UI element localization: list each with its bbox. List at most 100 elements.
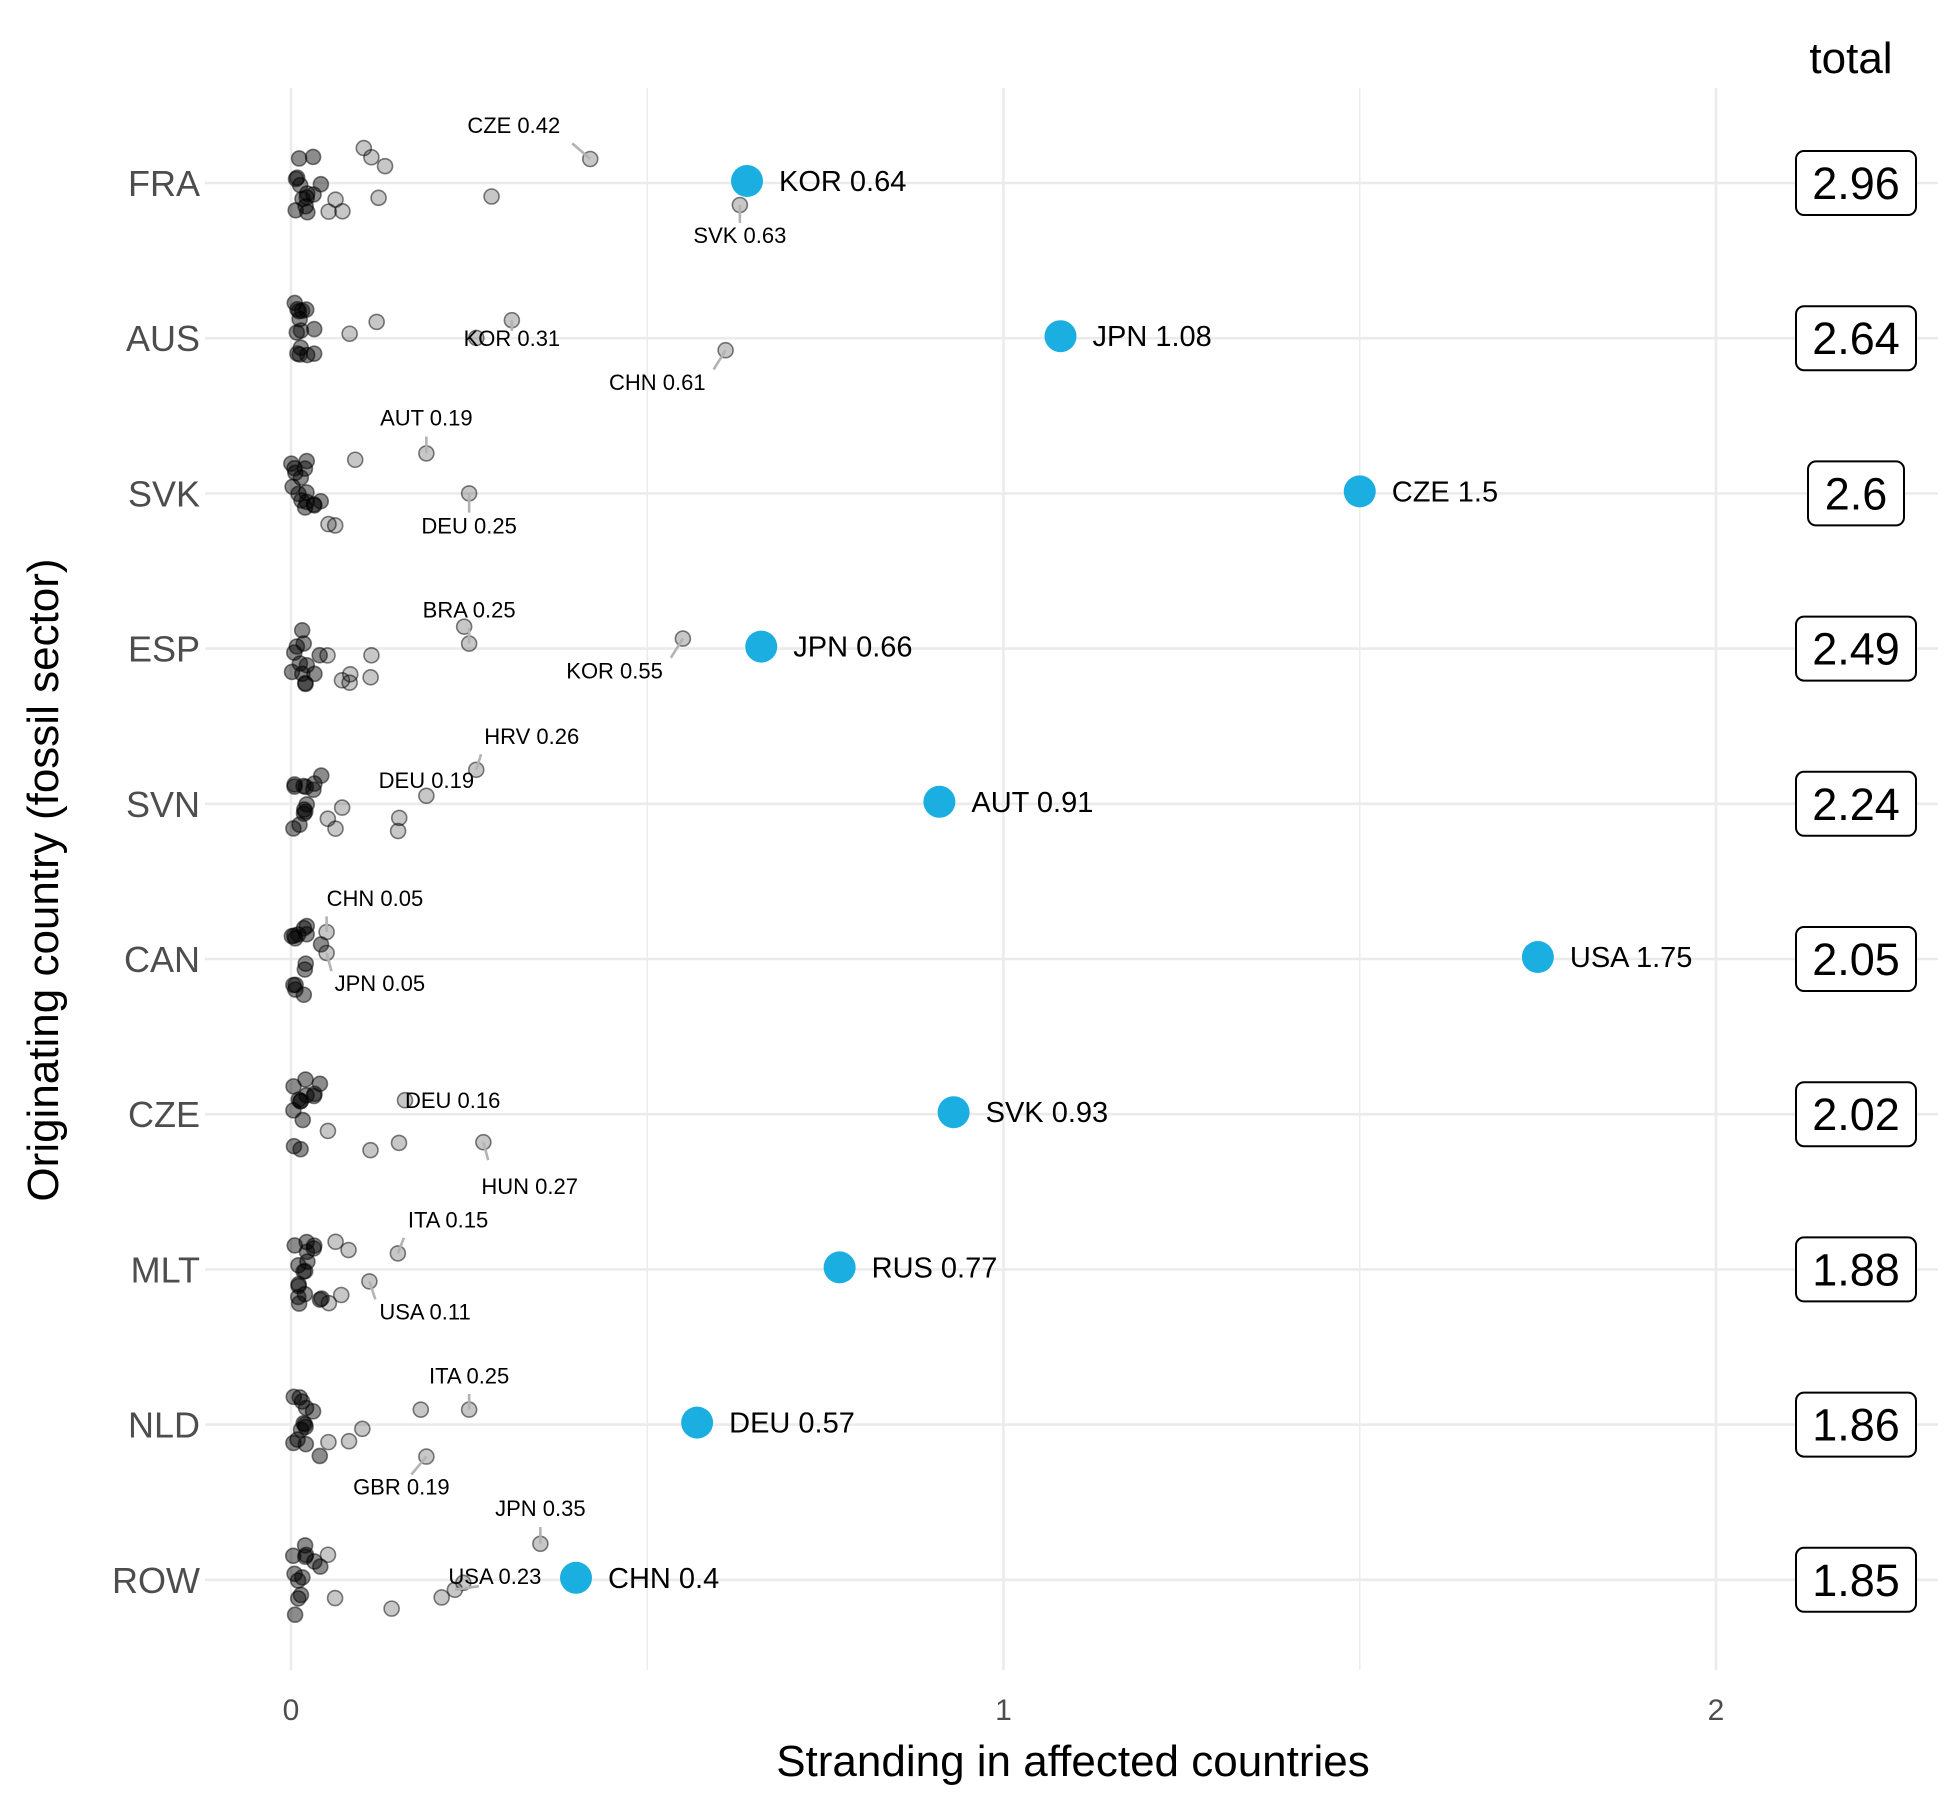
leader-line (454, 1584, 480, 1592)
point-label: JPN 0.35 (495, 1496, 586, 1521)
data-point (390, 809, 408, 827)
y-tick-label: MLT (131, 1249, 200, 1290)
highlight-point (823, 1251, 856, 1284)
y-tick-label: CAN (124, 939, 200, 980)
highlight-point (560, 1561, 592, 1594)
y-tick-label: FRA (128, 163, 200, 204)
leader-line (396, 1237, 406, 1254)
point-labels: CZE 0.42 SVK 0.63 KOR 0.64 KOR 0.31 CHN 0.61… (325, 113, 1692, 1595)
point-label: DEU 0.19 (379, 768, 474, 793)
data-point (299, 203, 316, 221)
data-point (289, 1590, 307, 1607)
data-point (285, 976, 302, 994)
total-value: 2.02 (1812, 1089, 1900, 1140)
data-point (412, 1401, 430, 1418)
leader-line (669, 637, 684, 659)
data-point (292, 469, 310, 486)
point-label: HUN 0.27 (481, 1174, 578, 1199)
total-box (1795, 1236, 1917, 1303)
data-point (306, 1085, 323, 1103)
data-point (327, 1233, 344, 1251)
highlight-label: SVK 0.93 (986, 1097, 1109, 1129)
data-point (340, 1432, 358, 1450)
highlight-label: JPN 0.66 (793, 632, 912, 664)
data-point (305, 781, 322, 799)
point-label: JPN 0.05 (335, 971, 426, 996)
totals-column: total 2.96 2.64 2.6 2.49 2.24 2.05 2.02 1.88 1.8… (1795, 34, 1917, 1613)
data-point (363, 646, 380, 664)
y-tick-label: SVK (128, 473, 200, 514)
data-point (320, 1294, 338, 1312)
data-points (283, 139, 1554, 1624)
grid (205, 88, 1938, 1670)
data-point (312, 767, 330, 784)
data-point (311, 1291, 329, 1308)
data-point (298, 484, 315, 501)
data-point (354, 1420, 371, 1438)
data-point (312, 492, 330, 510)
y-axis-ticks: FRA AUS SVK ESP SVN CAN CZE MLT NLD ROW (112, 163, 200, 1601)
leader-line (475, 753, 483, 771)
data-point (346, 451, 364, 469)
labeled-point (418, 787, 435, 805)
data-point (304, 1403, 322, 1420)
data-point (294, 1569, 311, 1586)
labeled-point (396, 1091, 414, 1109)
y-tick-label: AUS (126, 318, 200, 359)
data-point (305, 345, 323, 362)
leader-line (368, 1280, 377, 1300)
data-point (370, 189, 387, 207)
point-label: DEU 0.16 (405, 1088, 500, 1113)
data-point (289, 926, 307, 943)
x-axis-ticks: 0 1 2 (283, 1694, 1725, 1727)
highlight-point (1343, 475, 1376, 508)
data-point (297, 301, 315, 318)
y-tick-label: CZE (128, 1094, 200, 1135)
point-label: CHN 0.61 (609, 370, 706, 395)
data-point (311, 1075, 329, 1093)
highlight-label: CHN 0.4 (608, 1563, 719, 1595)
data-point (326, 1589, 344, 1607)
data-point (334, 202, 351, 220)
x-axis-title: Stranding in affected countries (776, 1737, 1370, 1786)
highlight-point (1521, 941, 1554, 973)
data-point (483, 188, 500, 205)
highlight-label: KOR 0.64 (779, 166, 906, 198)
highlight-point (731, 165, 763, 197)
highlight-point (1044, 320, 1077, 353)
total-box (1795, 150, 1917, 216)
data-point (341, 674, 358, 691)
data-point (341, 325, 358, 343)
leader-line (571, 142, 592, 160)
total-value: 1.88 (1812, 1244, 1900, 1295)
x-tick-label: 2 (1708, 1694, 1725, 1727)
data-point (284, 1547, 302, 1565)
total-box (1795, 1391, 1917, 1458)
data-point (389, 822, 407, 840)
data-point (290, 1295, 308, 1312)
highlight-label: DEU 0.57 (729, 1408, 855, 1440)
data-point (340, 1241, 357, 1259)
data-point (295, 805, 313, 822)
total-box (1795, 770, 1917, 837)
data-point (296, 1262, 314, 1280)
data-point (297, 955, 315, 972)
data-point (297, 1435, 315, 1453)
highlight-point (745, 630, 778, 663)
data-point (362, 669, 379, 686)
data-point (362, 1141, 379, 1159)
total-box (1795, 1081, 1917, 1148)
total-value: 2.24 (1812, 779, 1900, 830)
x-tick-label: 1 (995, 1694, 1012, 1727)
data-point (285, 1434, 302, 1452)
data-point (376, 157, 394, 175)
total-value: 2.05 (1812, 934, 1900, 985)
data-point (295, 986, 313, 1004)
total-box (1795, 615, 1917, 682)
point-label: GBR 0.19 (353, 1475, 450, 1500)
y-tick-label: ROW (112, 1560, 200, 1601)
data-point (297, 1071, 314, 1088)
highlight-label: RUS 0.77 (872, 1252, 998, 1284)
data-point (390, 1134, 408, 1152)
